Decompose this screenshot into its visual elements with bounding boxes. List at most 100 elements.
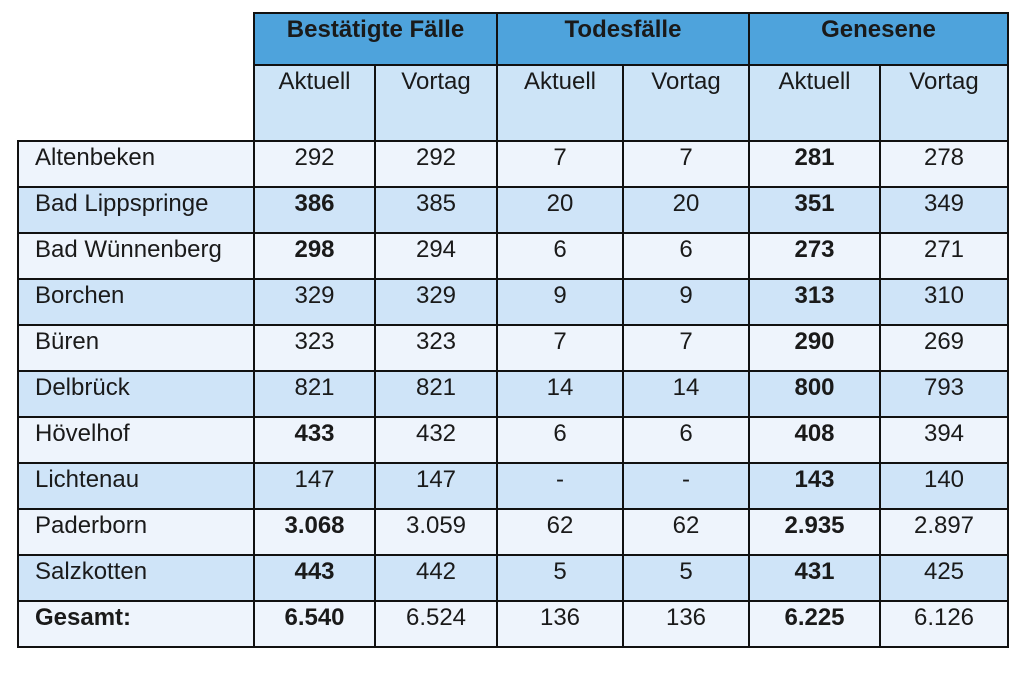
value-cell: 6.540 [253,600,376,648]
value-cell: 292 [374,140,498,188]
value-cell: 433 [253,416,376,464]
municipality-name: Bad Wünnenberg [17,232,255,280]
value-cell: 323 [253,324,376,372]
municipality-name: Altenbeken [17,140,255,188]
value-cell: 329 [374,278,498,326]
table-body: Altenbeken 292 292 7 7 281 278 Bad Lippspringe 3… [17,140,1009,648]
value-cell: 271 [879,232,1009,280]
municipality-name: Lichtenau [17,462,255,510]
value-cell: 273 [748,232,881,280]
subheader: Aktuell [748,64,881,142]
value-cell: 351 [748,186,881,234]
value-cell: 2.897 [879,508,1009,556]
value-cell: 386 [253,186,376,234]
value-cell: 292 [253,140,376,188]
value-cell: 5 [496,554,624,602]
value-cell: 313 [748,278,881,326]
table-row: Salzkotten 443 442 5 5 431 425 [17,554,1009,602]
subheader: Vortag [622,64,750,142]
value-cell: 298 [253,232,376,280]
value-cell: 20 [496,186,624,234]
municipality-name: Borchen [17,278,255,326]
value-cell: 3.068 [253,508,376,556]
municipality-name: Paderborn [17,508,255,556]
value-cell: 821 [253,370,376,418]
value-cell: - [622,462,750,510]
value-cell: 425 [879,554,1009,602]
table-row: Borchen 329 329 9 9 313 310 [17,278,1009,326]
table-row: Büren 323 323 7 7 290 269 [17,324,1009,372]
value-cell: 269 [879,324,1009,372]
subheader: Aktuell [253,64,376,142]
table-row: Delbrück 821 821 14 14 800 793 [17,370,1009,418]
value-cell: 442 [374,554,498,602]
value-cell: 6 [496,232,624,280]
value-cell: 143 [748,462,881,510]
value-cell: 281 [748,140,881,188]
table-row: Altenbeken 292 292 7 7 281 278 [17,140,1009,188]
value-cell: 2.935 [748,508,881,556]
value-cell: 9 [496,278,624,326]
table-row: Paderborn 3.068 3.059 62 62 2.935 2.897 [17,508,1009,556]
subheader: Vortag [879,64,1009,142]
value-cell: 6 [496,416,624,464]
value-cell: 9 [622,278,750,326]
value-cell: 394 [879,416,1009,464]
group-header-recovered: Genesene [748,12,1009,66]
value-cell: 6.524 [374,600,498,648]
corner-blank [18,13,254,142]
value-cell: 14 [622,370,750,418]
value-cell: 7 [622,140,750,188]
table-row: Bad Wünnenberg 298 294 6 6 273 271 [17,232,1009,280]
value-cell: 385 [374,186,498,234]
municipality-name: Hövelhof [17,416,255,464]
value-cell: 6.126 [879,600,1009,648]
value-cell: 800 [748,370,881,418]
value-cell: 7 [496,140,624,188]
value-cell: 793 [879,370,1009,418]
value-cell: 6 [622,416,750,464]
municipality-name: Delbrück [17,370,255,418]
value-cell: 290 [748,324,881,372]
value-cell: 136 [622,600,750,648]
value-cell: 3.059 [374,508,498,556]
municipality-name: Büren [17,324,255,372]
value-cell: 6 [622,232,750,280]
value-cell: 329 [253,278,376,326]
value-cell: 294 [374,232,498,280]
value-cell: 62 [496,508,624,556]
value-cell: 6.225 [748,600,881,648]
total-row: Gesamt: 6.540 6.524 136 136 6.225 6.126 [17,600,1009,648]
subheader: Aktuell [496,64,624,142]
subheader: Vortag [374,64,498,142]
value-cell: 443 [253,554,376,602]
municipality-name: Salzkotten [17,554,255,602]
value-cell: 5 [622,554,750,602]
value-cell: 7 [496,324,624,372]
value-cell: 278 [879,140,1009,188]
value-cell: 147 [374,462,498,510]
group-header-confirmed: Bestätigte Fälle [253,12,498,66]
value-cell: - [496,462,624,510]
value-cell: 147 [253,462,376,510]
table-row: Lichtenau 147 147- -143 140 [17,462,1009,510]
value-cell: 431 [748,554,881,602]
value-cell: 821 [374,370,498,418]
group-header-deaths: Todesfälle [496,12,750,66]
municipality-name: Bad Lippspringe [17,186,255,234]
value-cell: 62 [622,508,750,556]
value-cell: 7 [622,324,750,372]
covid-cases-table: Bestätigte Fälle Todesfälle Genesene Akt… [17,12,1009,648]
value-cell: 140 [879,462,1009,510]
value-cell: 432 [374,416,498,464]
municipality-name: Gesamt: [17,600,255,648]
value-cell: 408 [748,416,881,464]
table-row: Hövelhof 433 432 6 6 408 394 [17,416,1009,464]
value-cell: 310 [879,278,1009,326]
table-row: Bad Lippspringe 386 385 20 20 351 349 [17,186,1009,234]
value-cell: 14 [496,370,624,418]
value-cell: 136 [496,600,624,648]
value-cell: 323 [374,324,498,372]
value-cell: 349 [879,186,1009,234]
value-cell: 20 [622,186,750,234]
